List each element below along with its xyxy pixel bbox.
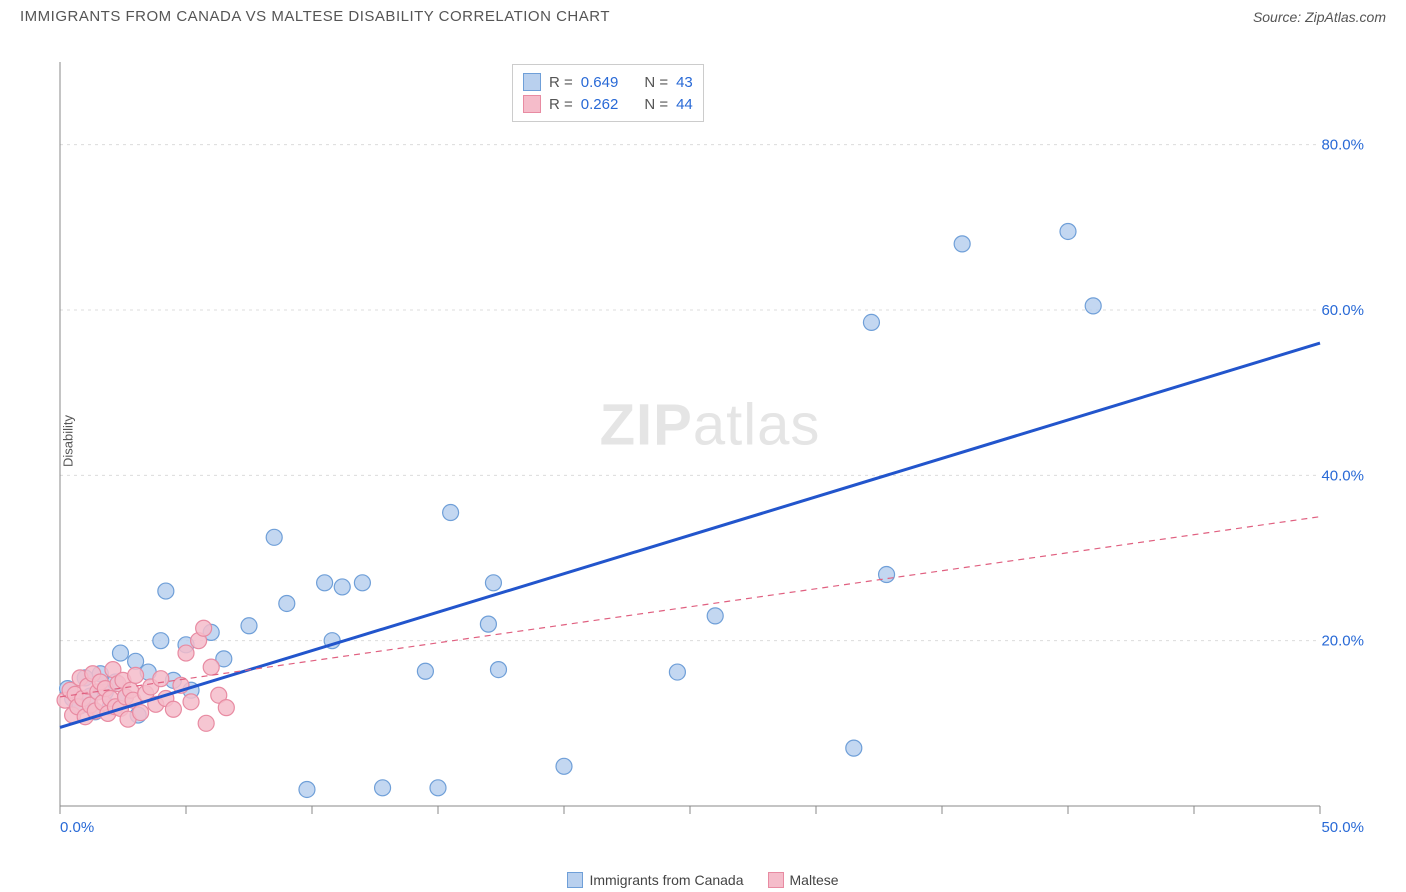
data-point [485,575,501,591]
svg-text:0.0%: 0.0% [60,819,94,836]
data-point [241,618,257,634]
data-point [183,694,199,710]
data-point [669,664,685,680]
data-point [128,667,144,683]
data-point [133,705,149,721]
trend-line [60,517,1320,697]
corr-n-label: N = [644,96,668,113]
data-point [165,701,181,717]
data-point [375,780,391,796]
data-point [299,781,315,797]
data-point [178,645,194,661]
correlation-legend: R = 0.649 N = 43 R = 0.262 N = 44 [512,64,704,122]
legend-item[interactable]: Maltese [768,872,839,888]
data-point [707,608,723,624]
data-point [218,700,234,716]
scatter-plot: 20.0% 40.0% 60.0% 80.0% 0.0% 50.0% [50,46,1370,836]
header: IMMIGRANTS FROM CANADA VS MALTESE DISABI… [0,0,1406,29]
legend-label: Immigrants from Canada [589,872,743,888]
data-point [112,645,128,661]
data-point [279,595,295,611]
legend-swatch [567,872,583,888]
data-point [354,575,370,591]
corr-r-label: R = [549,74,573,91]
svg-text:80.0%: 80.0% [1321,137,1364,154]
corr-n-value: 43 [676,74,693,91]
data-point [417,663,433,679]
corr-r-value: 0.262 [581,96,619,113]
corr-r-label: R = [549,96,573,113]
data-point [153,671,169,687]
svg-text:20.0%: 20.0% [1321,633,1364,650]
corr-legend-row: R = 0.262 N = 44 [523,93,693,115]
data-point [846,740,862,756]
data-point [153,633,169,649]
svg-text:50.0%: 50.0% [1321,819,1364,836]
chart-title: IMMIGRANTS FROM CANADA VS MALTESE DISABI… [20,8,610,25]
data-point [266,529,282,545]
data-point [954,236,970,252]
svg-text:40.0%: 40.0% [1321,467,1364,484]
data-point [480,616,496,632]
corr-n-label: N = [644,74,668,91]
data-point [203,659,219,675]
legend-swatch [523,95,541,113]
corr-n-value: 44 [676,96,693,113]
legend-swatch [523,73,541,91]
data-point [556,758,572,774]
data-point [879,567,895,583]
y-axis-label: Disability [61,415,76,467]
data-point [198,715,214,731]
data-point [430,780,446,796]
legend-item[interactable]: Immigrants from Canada [567,872,743,888]
source-label: Source: ZipAtlas.com [1253,9,1386,25]
data-point [317,575,333,591]
data-point [158,583,174,599]
corr-r-value: 0.649 [581,74,619,91]
data-point [490,662,506,678]
chart-container: Disability ZIPatlas 20.0%40.0%60.0%80.0%… [50,46,1370,836]
bottom-legend: Immigrants from Canada Maltese [0,872,1406,888]
data-point [196,620,212,636]
data-point [443,505,459,521]
legend-label: Maltese [790,872,839,888]
data-point [1060,223,1076,239]
legend-swatch [768,872,784,888]
data-point [863,314,879,330]
data-point [1085,298,1101,314]
data-point [334,579,350,595]
svg-text:60.0%: 60.0% [1321,302,1364,319]
corr-legend-row: R = 0.649 N = 43 [523,71,693,93]
